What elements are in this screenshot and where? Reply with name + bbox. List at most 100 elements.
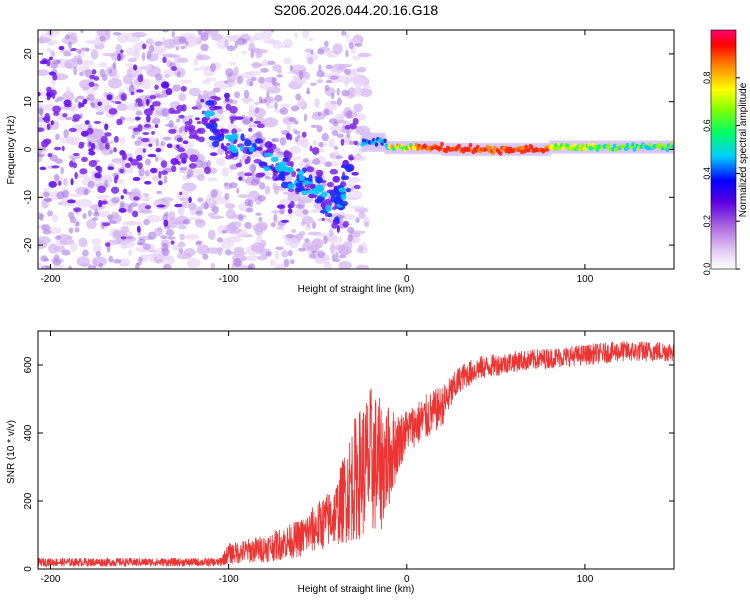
noise-blob-mid: [324, 161, 332, 168]
noise-blob-mid: [175, 46, 179, 51]
noise-blob-mid: [323, 108, 330, 116]
noise-blob: [347, 190, 363, 201]
noise-blob: [251, 61, 261, 69]
noise-blob-mid: [331, 253, 336, 262]
noise-blob-mid: [236, 37, 245, 46]
noise-blob-mid: [202, 253, 209, 260]
signal-blob: [104, 132, 112, 137]
noise-blob-mid: [224, 192, 230, 201]
signal-blob: [54, 146, 62, 151]
signal-blob: [148, 143, 153, 147]
noise-blob-mid: [178, 36, 187, 44]
signal-blob: [315, 169, 324, 177]
signal-blob: [136, 89, 144, 93]
noise-blob-mid: [161, 108, 170, 117]
signal-blob: [102, 222, 111, 227]
trend-blob: [316, 176, 323, 184]
snr-y-tick-label: 600: [23, 356, 34, 373]
trend-blob: [306, 189, 312, 194]
trend-blob: [325, 204, 332, 213]
noise-blob-mid: [216, 237, 223, 243]
signal-blob: [162, 56, 167, 64]
noise-blob: [60, 197, 73, 207]
noise-blob-mid: [324, 84, 330, 92]
noise-blob-mid: [104, 179, 108, 189]
signal-blob: [130, 91, 135, 96]
noise-blob-mid: [271, 138, 276, 142]
noise-blob-mid: [323, 40, 329, 47]
noise-blob: [62, 91, 75, 102]
noise-blob-mid: [61, 249, 71, 256]
trend-blob: [320, 191, 328, 198]
tone-blob: [579, 146, 584, 152]
noise-blob: [66, 136, 80, 144]
noise-blob-mid: [77, 58, 83, 65]
noise-blob-mid: [316, 70, 325, 78]
trend-blob: [280, 181, 290, 189]
tone-blob: [378, 137, 383, 143]
noise-blob: [254, 32, 265, 41]
noise-blob-mid: [42, 229, 52, 235]
tone-blob: [413, 145, 417, 151]
noise-blob-mid: [161, 242, 168, 252]
trend-blob: [211, 122, 218, 130]
noise-blob: [231, 250, 247, 256]
signal-blob: [174, 203, 183, 208]
tone-blob: [555, 146, 560, 151]
signal-blob: [120, 49, 124, 54]
noise-blob: [179, 79, 193, 83]
noise-blob-mid: [272, 82, 281, 87]
trend-blob: [338, 187, 346, 193]
noise-blob: [306, 223, 311, 228]
signal-blob: [210, 95, 218, 99]
noise-blob: [162, 53, 175, 58]
noise-blob-mid: [255, 212, 262, 216]
noise-blob-mid: [224, 249, 232, 256]
noise-blob-mid: [138, 167, 145, 177]
noise-blob: [107, 176, 114, 183]
signal-blob: [39, 60, 49, 65]
snr-y-tick-label: 200: [23, 492, 34, 509]
noise-blob-mid: [275, 246, 284, 250]
signal-blob: [122, 188, 128, 194]
signal-blob: [91, 69, 97, 75]
signal-blob: [82, 98, 88, 105]
noise-blob-mid: [336, 133, 344, 139]
noise-blob-mid: [147, 231, 157, 240]
signal-blob: [332, 206, 337, 211]
noise-blob: [38, 69, 51, 76]
noise-blob-mid: [271, 30, 275, 33]
noise-blob-mid: [242, 118, 251, 125]
signal-blob: [62, 113, 68, 118]
signal-blob: [198, 136, 205, 143]
signal-blob: [149, 95, 157, 100]
noise-blob: [329, 243, 336, 254]
trend-blob: [231, 147, 239, 154]
noise-blob: [336, 66, 345, 71]
noise-blob: [152, 46, 167, 53]
noise-blob: [356, 66, 367, 73]
tone-blob: [522, 149, 527, 154]
noise-blob-mid: [266, 91, 270, 98]
noise-blob-mid: [346, 132, 350, 138]
noise-blob-mid: [171, 30, 176, 38]
noise-blob: [277, 69, 283, 74]
trend-blob: [208, 135, 218, 141]
noise-blob: [207, 177, 218, 182]
noise-blob-mid: [224, 182, 229, 187]
signal-blob: [94, 172, 102, 179]
snr-marks: [38, 341, 674, 567]
spectrogram-y-tick-label: 20: [23, 48, 34, 60]
noise-blob: [329, 125, 342, 132]
noise-blob-mid: [277, 151, 286, 155]
snr-x-tick-label: -200: [40, 574, 60, 585]
trend-blob: [211, 127, 218, 134]
noise-blob-mid: [335, 251, 339, 259]
trend-blob: [205, 123, 212, 129]
noise-blob: [188, 87, 201, 97]
noise-blob: [299, 139, 310, 149]
signal-blob: [147, 154, 157, 158]
noise-blob: [265, 105, 275, 109]
signal-blob: [58, 45, 65, 51]
spectrogram-marks: [38, 30, 674, 269]
